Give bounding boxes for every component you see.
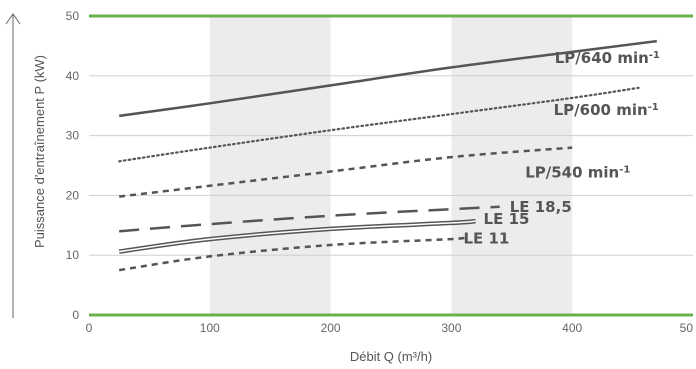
y-axis-arrow-icon	[5, 13, 21, 25]
series-label-lp-640-min: LP/640 min-1	[555, 49, 660, 67]
x-tick-label-0: 0	[86, 321, 93, 335]
y-tick-label-40: 40	[66, 69, 80, 83]
x-tick-label-50: 50	[680, 321, 694, 335]
x-tick-label-200: 200	[321, 321, 341, 335]
shaded-bands	[209, 16, 573, 315]
shaded-band-0	[209, 16, 331, 315]
series-label-le-15: LE 15	[484, 210, 530, 228]
y-tick-label-10: 10	[66, 248, 80, 262]
series-labels: LP/640 min-1 LP/600 min-1 LP/540 min-1 LE 1…	[463, 49, 659, 247]
series-line-lp-540-min	[119, 146, 573, 198]
series-label-le-11: LE 11	[463, 229, 509, 247]
series-line-lp-600-min	[118, 86, 640, 163]
axes	[5, 13, 693, 318]
x-axis-label: Débit Q (m³/h)	[350, 349, 432, 364]
x-tick-label-100: 100	[200, 321, 220, 335]
series-lines	[118, 39, 657, 272]
series-line-le-15-inner	[119, 220, 476, 253]
y-axis-label: Puissance d'entraînement P (kW)	[32, 55, 47, 248]
series-line-le-18-5	[119, 205, 500, 233]
y-tick-label-20: 20	[66, 188, 80, 202]
y-tick-label-50: 50	[66, 9, 80, 23]
y-tick-label-30: 30	[66, 129, 80, 143]
series-label-lp-540-min: LP/540 min-1	[525, 164, 630, 182]
series-label-le-18-5: LE 18,5	[510, 198, 572, 216]
x-tick-label-400: 400	[562, 321, 582, 335]
tick-labels: 0 10 20 30 40 50 0 100 200 300 400 50	[66, 9, 694, 335]
x-tick-label-300: 300	[441, 321, 461, 335]
y-tick-label-0: 0	[72, 308, 79, 322]
series-line-lp-640-min	[119, 39, 657, 118]
series-label-lp-600-min: LP/600 min-1	[554, 101, 659, 119]
